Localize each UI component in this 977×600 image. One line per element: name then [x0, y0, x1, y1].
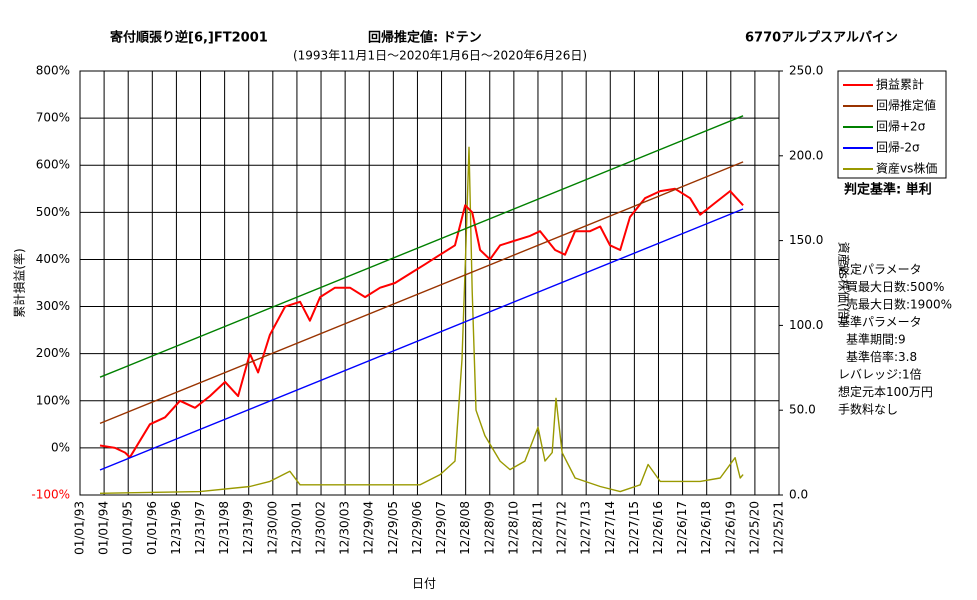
y-tick-label: 300% [36, 299, 70, 313]
legend-label: 回帰+2σ [876, 120, 926, 134]
note: 基準パラメータ [838, 314, 922, 329]
y-tick-label: 200% [36, 346, 70, 360]
x-tick-label: 01/01/94 [97, 501, 111, 555]
criterion: 判定基準: 単利 [844, 182, 932, 198]
y-tick-label: 100% [36, 393, 70, 407]
y2-tick-label: 50.0 [789, 403, 816, 417]
x-tick-label: 12/31/97 [193, 501, 207, 555]
x-tick-label: 01/01/95 [121, 501, 135, 555]
x-tick-label: 12/28/08 [458, 501, 472, 555]
x-tick-label: 12/28/09 [482, 501, 496, 555]
legend-label: 回帰推定値 [876, 98, 936, 113]
y-tick-label: 800% [36, 64, 70, 78]
series-line [99, 161, 744, 425]
x-tick-label: 12/30/02 [314, 501, 328, 555]
x-tick-label: 12/27/13 [579, 501, 593, 555]
x-tick-label: 12/25/21 [772, 501, 786, 555]
x-tick-label: 12/29/06 [410, 501, 424, 555]
y2-tick-label: 100.0 [789, 318, 823, 332]
note: 売最大日数:1900% [846, 297, 952, 312]
y2-tick-label: 250.0 [789, 64, 823, 78]
x-tick-label: 12/26/17 [675, 501, 689, 555]
series-line [99, 208, 744, 471]
note: 設定パラメータ [838, 262, 922, 277]
chart-subtitle: (1993年11月1日～2020年1月6日～2020年6月26日) [293, 49, 587, 63]
x-tick-label: 12/28/10 [506, 501, 520, 555]
x-tick-label: 01/01/96 [145, 501, 159, 555]
note: 基準倍率:3.8 [846, 349, 917, 364]
y2-tick-label: 200.0 [789, 148, 823, 162]
note: 基準期間:9 [846, 332, 906, 347]
y-tick-label: 600% [36, 158, 70, 172]
x-tick-label: 12/30/01 [289, 501, 303, 555]
y-tick-label: 700% [36, 111, 70, 125]
note: 買最大日数:500% [846, 279, 944, 294]
legend-label: 資産vs株価 [876, 161, 937, 176]
x-tick-label: 12/29/04 [362, 501, 376, 555]
y2-tick-label: 0.0 [789, 488, 808, 502]
x-tick-label: 12/28/11 [530, 501, 544, 555]
legend-box [837, 70, 947, 179]
series-line [99, 187, 744, 459]
y-tick-label: 500% [36, 205, 70, 219]
y-tick-label: 0% [51, 440, 70, 454]
x-tick-label: 12/27/14 [603, 501, 617, 555]
method-label: 回帰推定値: ドテン [368, 30, 482, 46]
x-tick-label: 12/31/98 [217, 501, 231, 555]
series-line [99, 146, 744, 494]
x-tick-label: 12/26/16 [651, 501, 665, 555]
x-tick-label: 12/29/05 [386, 501, 400, 555]
chart-title: 寄付順張り逆[6,]FT2001 [110, 30, 268, 46]
x-tick-label: 12/26/19 [723, 501, 737, 555]
x-tick-label: 12/30/00 [265, 501, 279, 555]
legend-label: 損益累計 [876, 77, 924, 92]
x-tick-label: 01/01/93 [73, 501, 87, 555]
legend-label: 回帰-2σ [876, 141, 920, 155]
plot-frame [79, 70, 780, 496]
y-tick-label: -100% [31, 488, 70, 502]
x-tick-label: 12/29/07 [434, 501, 448, 555]
note: 手数料なし [838, 402, 898, 417]
x-axis-label: 日付 [412, 577, 436, 591]
x-tick-label: 12/31/99 [241, 501, 255, 555]
note: レバレッジ:1倍 [838, 367, 922, 382]
series-line [99, 115, 744, 378]
x-tick-label: 12/27/12 [555, 501, 569, 555]
x-tick-label: 12/25/20 [747, 501, 761, 555]
x-tick-label: 12/27/15 [627, 501, 641, 555]
y-tick-label: 400% [36, 252, 70, 266]
y-axis-label: 累計損益(率) [12, 248, 27, 317]
y2-axis-label: 資産vs株価(倍) [837, 242, 852, 325]
x-tick-label: 12/31/96 [169, 501, 183, 555]
stock-name: 6770アルプスアルパイン [745, 31, 898, 46]
x-tick-label: 12/26/18 [699, 501, 713, 555]
y2-tick-label: 150.0 [789, 233, 823, 247]
x-tick-label: 12/30/03 [338, 501, 352, 555]
note: 想定元本100万円 [838, 384, 933, 399]
